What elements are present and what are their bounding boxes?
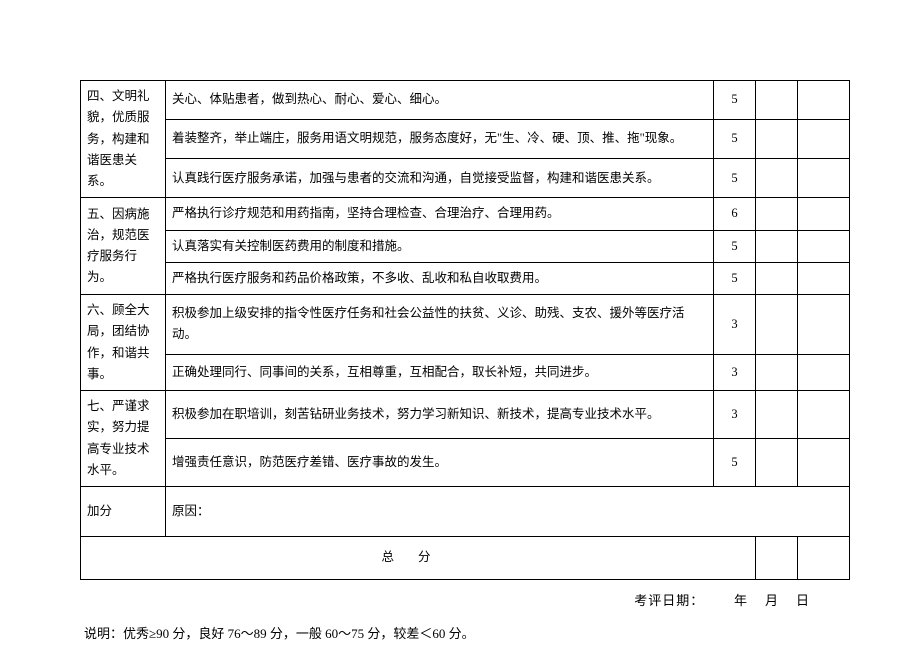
table-row: 严格执行医疗服务和药品价格政策，不多收、乱收和私自收取费用。 5 [81, 262, 850, 294]
category-cell: 五、因病施治，规范医疗服务行为。 [81, 198, 166, 295]
score-cell: 5 [714, 262, 756, 294]
blank-cell [756, 262, 798, 294]
blank-cell [756, 159, 798, 198]
desc-cell: 认真践行医疗服务承诺，加强与患者的交流和沟通，自觉接受监督，构建和谐医患关系。 [166, 159, 714, 198]
desc-cell: 认真落实有关控制医药费用的制度和措施。 [166, 230, 714, 262]
score-cell: 3 [714, 295, 756, 355]
blank-cell [756, 354, 798, 390]
table-row: 着装整齐，举止端庄，服务用语文明规范，服务态度好，无"生、冷、硬、顶、推、拖"现… [81, 120, 850, 159]
blank-cell [798, 262, 850, 294]
blank-cell [798, 120, 850, 159]
table-row: 七、严谨求实，努力提高专业技术水平。 积极参加在职培训，刻苦钻研业务技术，努力学… [81, 391, 850, 439]
day-label: 日 [796, 593, 810, 608]
desc-cell: 关心、体贴患者，做到热心、耐心、爱心、细心。 [166, 81, 714, 120]
score-cell: 5 [714, 230, 756, 262]
blank-cell [756, 230, 798, 262]
total-label: 总分 [81, 537, 756, 579]
score-cell: 3 [714, 391, 756, 439]
date-label: 考评日期： [634, 593, 704, 608]
desc-cell: 严格执行医疗服务和药品价格政策，不多收、乱收和私自收取费用。 [166, 262, 714, 294]
bonus-row: 加分 原因： [81, 487, 850, 537]
blank-cell [756, 198, 798, 230]
blank-cell [756, 81, 798, 120]
table-row: 认真践行医疗服务承诺，加强与患者的交流和沟通，自觉接受监督，构建和谐医患关系。 … [81, 159, 850, 198]
blank-cell [798, 198, 850, 230]
blank-cell [798, 295, 850, 355]
score-cell: 3 [714, 354, 756, 390]
blank-cell [798, 537, 850, 579]
desc-cell: 积极参加在职培训，刻苦钻研业务技术，努力学习新知识、新技术，提高专业技术水平。 [166, 391, 714, 439]
table-row: 六、顾全大局，团结协作，和谐共事。 积极参加上级安排的指令性医疗任务和社会公益性… [81, 295, 850, 355]
year-label: 年 [734, 593, 748, 608]
desc-cell: 着装整齐，举止端庄，服务用语文明规范，服务态度好，无"生、冷、硬、顶、推、拖"现… [166, 120, 714, 159]
score-cell: 6 [714, 198, 756, 230]
total-row: 总分 [81, 537, 850, 579]
table-row: 正确处理同行、同事间的关系，互相尊重，互相配合，取长补短，共同进步。 3 [81, 354, 850, 390]
document-page: 四、文明礼貌，优质服务，构建和谐医患关系。 关心、体贴患者，做到热心、耐心、爱心… [0, 0, 920, 651]
table-row: 增强责任意识，防范医疗差错、医疗事故的发生。 5 [81, 439, 850, 487]
blank-cell [756, 391, 798, 439]
table-row: 五、因病施治，规范医疗服务行为。 严格执行诊疗规范和用药指南，坚持合理检查、合理… [81, 198, 850, 230]
blank-cell [756, 537, 798, 579]
blank-cell [756, 295, 798, 355]
explanation-text: 说明：优秀≥90 分，良好 76～89 分，一般 60～75 分，较差＜60 分… [80, 623, 850, 642]
blank-cell [798, 439, 850, 487]
bonus-label: 加分 [81, 487, 166, 537]
blank-cell [798, 230, 850, 262]
blank-cell [798, 159, 850, 198]
table-row: 四、文明礼貌，优质服务，构建和谐医患关系。 关心、体贴患者，做到热心、耐心、爱心… [81, 81, 850, 120]
desc-cell: 正确处理同行、同事间的关系，互相尊重，互相配合，取长补短，共同进步。 [166, 354, 714, 390]
score-cell: 5 [714, 120, 756, 159]
month-label: 月 [765, 593, 779, 608]
blank-cell [798, 391, 850, 439]
blank-cell [756, 439, 798, 487]
score-cell: 5 [714, 159, 756, 198]
category-cell: 七、严谨求实，努力提高专业技术水平。 [81, 391, 166, 487]
evaluation-table: 四、文明礼貌，优质服务，构建和谐医患关系。 关心、体贴患者，做到热心、耐心、爱心… [80, 80, 850, 580]
blank-cell [798, 81, 850, 120]
bonus-reason: 原因： [166, 487, 850, 537]
category-cell: 四、文明礼貌，优质服务，构建和谐医患关系。 [81, 81, 166, 198]
table-row: 认真落实有关控制医药费用的制度和措施。 5 [81, 230, 850, 262]
desc-cell: 积极参加上级安排的指令性医疗任务和社会公益性的扶贫、义诊、助残、支农、援外等医疗… [166, 295, 714, 355]
desc-cell: 严格执行诊疗规范和用药指南，坚持合理检查、合理治疗、合理用药。 [166, 198, 714, 230]
category-cell: 六、顾全大局，团结协作，和谐共事。 [81, 295, 166, 391]
blank-cell [798, 354, 850, 390]
score-cell: 5 [714, 439, 756, 487]
desc-cell: 增强责任意识，防范医疗差错、医疗事故的发生。 [166, 439, 714, 487]
evaluation-date: 考评日期： 年 月 日 [80, 590, 850, 609]
score-cell: 5 [714, 81, 756, 120]
blank-cell [756, 120, 798, 159]
